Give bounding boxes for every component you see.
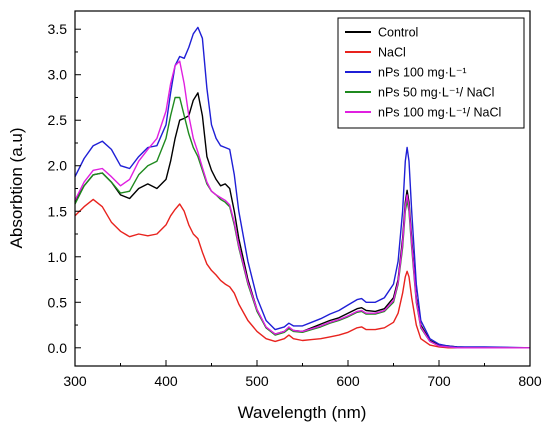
x-tick-label: 600	[336, 373, 360, 389]
x-tick-label: 700	[427, 373, 451, 389]
y-tick-label: 2.5	[48, 112, 68, 128]
y-tick-label: 1.0	[48, 249, 68, 265]
x-axis-title: Wavelength (nm)	[238, 403, 367, 422]
y-tick-label: 0.0	[48, 340, 68, 356]
series-line-1	[74, 92, 530, 349]
legend-label: nPs 100 mg·L⁻¹/ NaCl	[378, 106, 501, 120]
y-tick-label: 1.5	[48, 203, 68, 219]
series-line-3	[74, 26, 531, 349]
legend: Control NaCl nPs 100 mg·L⁻¹ nPs 50 mg·L⁻¹/ …	[337, 17, 525, 129]
series-line-4	[74, 96, 530, 349]
x-tick-label: 500	[245, 373, 269, 389]
series-line-2	[74, 198, 530, 349]
y-tick-label: 0.5	[48, 294, 68, 310]
legend-label: nPs 50 mg·L⁻¹/ NaCl	[378, 86, 494, 100]
x-tick-label: 400	[154, 373, 178, 389]
x-tick-label: 300	[63, 373, 87, 389]
legend-label: Control	[378, 26, 418, 40]
x-tick-label: 800	[518, 373, 542, 389]
y-tick-label: 2.0	[48, 158, 68, 174]
y-axis-title: Absorbtion (a.u)	[7, 128, 26, 249]
x-axis: 300 400 500 600 700 800	[63, 360, 542, 389]
y-axis: 0.0 0.5 1.0 1.5 2.0 2.5 3.0 3.5	[48, 21, 81, 356]
legend-label: NaCl	[378, 46, 406, 60]
y-tick-label: 3.5	[48, 21, 68, 37]
y-tick-label: 3.0	[48, 67, 68, 83]
series-line-5	[74, 60, 530, 349]
legend-label: nPs 100 mg·L⁻¹	[378, 66, 467, 80]
series-lines	[74, 26, 531, 349]
